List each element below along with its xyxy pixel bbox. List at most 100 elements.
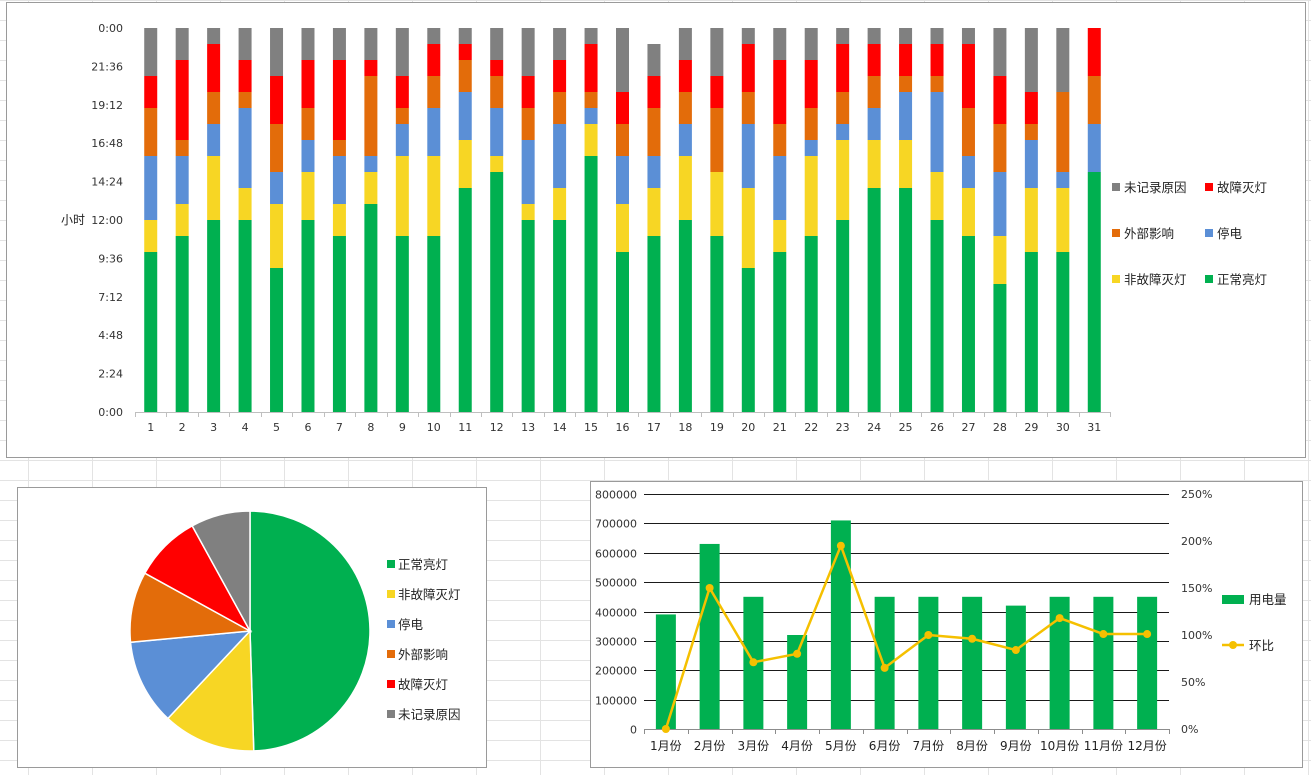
bar-segment [773, 124, 787, 156]
bar-segment [741, 188, 755, 268]
ratio-point [661, 725, 670, 733]
x-tick-label: 10月份 [1040, 739, 1079, 753]
bar-segment [867, 28, 881, 44]
legend-swatch [387, 650, 395, 658]
bar-segment [678, 92, 692, 124]
x-tick-label: 14 [553, 421, 567, 434]
bar-segment [678, 60, 692, 92]
bar-segment [899, 92, 913, 140]
legend-swatch-bar [1222, 595, 1244, 604]
pie-slice [191, 510, 251, 632]
bar-segment [584, 44, 598, 92]
bar-segment [144, 156, 158, 220]
x-tick-label: 26 [930, 421, 944, 434]
bar-segment [364, 204, 378, 412]
bar-segment [427, 236, 441, 412]
bar-segment [710, 28, 724, 76]
bar-segment [490, 172, 504, 412]
bar-segment [521, 140, 535, 204]
bar-segment [961, 44, 975, 108]
legend-swatch [387, 590, 395, 598]
usage-bar [1049, 596, 1070, 729]
bar-segment [836, 124, 850, 140]
ratio-point [1143, 630, 1152, 639]
legend-swatch [1112, 183, 1120, 191]
bar-segment [332, 140, 346, 156]
usage-bar [787, 635, 808, 729]
bar-segment [647, 188, 661, 236]
x-tick-label: 3 [210, 421, 217, 434]
bar-segment [364, 60, 378, 76]
bar-segment [427, 76, 441, 108]
bar-segment [710, 172, 724, 236]
bar-segment [364, 156, 378, 172]
bar-segment [584, 156, 598, 412]
ratio-point [924, 631, 933, 639]
bar-segment [1024, 188, 1038, 252]
legend-swatch [1205, 229, 1213, 237]
bar-segment [616, 204, 629, 252]
x-tick-label: 23 [836, 421, 850, 434]
bar-segment [521, 28, 535, 76]
bar-segment [804, 108, 818, 140]
legend-swatch [1112, 275, 1120, 283]
bar-segment [301, 60, 315, 108]
x-tick-label: 28 [993, 421, 1007, 434]
bar-segment [144, 76, 158, 108]
bar-segment [836, 28, 850, 44]
x-tick-label: 9月份 [1000, 739, 1032, 753]
bar-segment [553, 60, 567, 92]
y-tick-label: 4:48 [98, 329, 123, 342]
x-tick-label: 1 [147, 421, 154, 434]
bar-segment [1024, 28, 1038, 92]
bar-segment [647, 108, 661, 156]
bar-segment [710, 236, 724, 412]
y-tick-label: 0:00 [98, 22, 123, 35]
legend-swatch [387, 560, 395, 568]
bar-segment [804, 60, 818, 108]
x-tick-label: 29 [1024, 421, 1038, 434]
bar-segment [584, 92, 598, 108]
bar-segment [270, 204, 284, 268]
bar-segment [804, 236, 818, 412]
bar-segment [1087, 28, 1101, 76]
bar-segment [270, 172, 284, 204]
bar-segment [616, 156, 629, 204]
bar-segment [616, 252, 629, 412]
bar-segment [270, 268, 284, 412]
bar-segment [741, 44, 755, 92]
ratio-point [793, 649, 802, 658]
bar-segment [332, 60, 346, 140]
bar-segment [301, 172, 315, 220]
bar-segment [207, 124, 221, 156]
bar-segment [238, 28, 252, 60]
x-tick-label: 1月份 [650, 739, 682, 753]
bar-segment [458, 188, 472, 412]
x-tick-label: 31 [1087, 421, 1101, 434]
legend-label: 外部影响 [1124, 226, 1174, 241]
legend-label: 停电 [398, 617, 424, 632]
bar-segment [993, 28, 1007, 76]
bar-segment [458, 44, 472, 60]
bar-segment [773, 156, 787, 220]
x-tick-label: 18 [678, 421, 692, 434]
bar-segment [521, 108, 535, 140]
ratio-point [1011, 646, 1020, 655]
bar-segment [427, 28, 441, 44]
x-tick-label: 4月份 [781, 739, 813, 753]
bar-segment [616, 28, 629, 92]
bar-segment [993, 124, 1007, 172]
bar-segment [553, 124, 567, 188]
bar-segment [238, 108, 252, 188]
pie-slice [129, 630, 252, 720]
y-tick-label: 9:36 [98, 252, 123, 265]
usage-bar [874, 596, 895, 729]
x-tick-label: 6 [304, 421, 311, 434]
bar-segment [332, 236, 346, 412]
ratio-point [880, 663, 889, 672]
usage-bar [655, 614, 676, 729]
x-tick-label: 2 [179, 421, 186, 434]
bar-segment [395, 28, 409, 76]
bar-segment [616, 124, 629, 156]
y-right-tick-label: 250% [1181, 488, 1212, 501]
